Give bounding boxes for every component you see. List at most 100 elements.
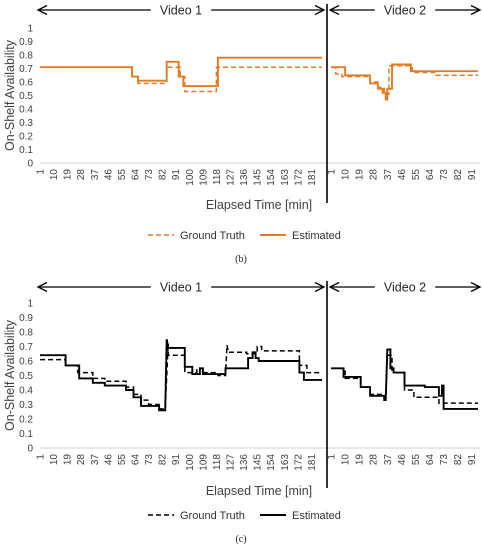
x-tick-label: 1 — [327, 169, 338, 175]
legend-label: Estimated — [292, 230, 341, 242]
x-tick-label: 64 — [425, 169, 436, 181]
x-tick-label: 82 — [453, 454, 464, 466]
x-tick-label: 118 — [212, 169, 223, 185]
y-axis-label: On-Shelf Availability — [3, 319, 17, 431]
x-tick-label: 19 — [63, 454, 74, 466]
x-tick-label: 82 — [453, 169, 464, 181]
video-label: Video 2 — [384, 4, 426, 18]
x-tick-label: 91 — [171, 454, 182, 466]
y-tick-label: 0.4 — [19, 105, 33, 116]
ground-truth-line — [40, 66, 322, 93]
y-tick-label: 0.9 — [19, 313, 33, 324]
x-tick-label: 136 — [239, 169, 250, 186]
x-tick-label: 109 — [198, 169, 209, 186]
x-tick-label: 64 — [425, 454, 436, 466]
x-tick-label: 37 — [383, 169, 394, 181]
x-tick-label: 91 — [467, 169, 478, 181]
x-tick-label: 10 — [341, 169, 352, 181]
y-tick-label: 0.6 — [19, 357, 33, 368]
x-tick-label: 73 — [144, 454, 155, 466]
x-tick-label: 37 — [90, 454, 101, 466]
legend-label: Ground Truth — [180, 510, 245, 522]
x-tick-label: 64 — [131, 454, 142, 466]
ground-truth-line — [40, 343, 322, 410]
y-tick-label: 0.6 — [19, 78, 33, 89]
x-tick-label: 19 — [355, 169, 366, 181]
x-tick-label: 163 — [280, 454, 291, 471]
legend-label: Ground Truth — [180, 230, 245, 242]
y-tick-label: 0.1 — [19, 429, 33, 440]
x-tick-label: 82 — [158, 454, 169, 466]
y-tick-label: 0.7 — [19, 64, 33, 75]
y-tick-label: 0.2 — [19, 132, 33, 143]
y-tick-label: 0.8 — [19, 51, 33, 62]
x-tick-label: 64 — [131, 169, 142, 181]
x-tick-label: 127 — [226, 169, 237, 186]
x-tick-label: 28 — [76, 454, 87, 466]
y-tick-label: 0 — [27, 444, 33, 455]
arrow-right-head — [314, 4, 326, 16]
legend-label: Estimated — [292, 510, 341, 522]
x-tick-label: 19 — [355, 454, 366, 466]
x-tick-label: 172 — [293, 454, 304, 471]
x-tick-label: 91 — [171, 169, 182, 181]
x-tick-label: 10 — [341, 454, 352, 466]
estimated-line — [40, 56, 322, 88]
x-tick-label: 19 — [63, 169, 74, 181]
arrow-left-head — [328, 281, 340, 293]
estimated-line — [331, 63, 478, 101]
y-tick-label: 0 — [27, 159, 33, 170]
panel-caption: (b) — [235, 254, 247, 265]
x-tick-label: 181 — [307, 169, 318, 186]
y-tick-label: 0.3 — [19, 400, 33, 411]
y-tick-label: 1 — [27, 24, 33, 35]
x-tick-label: 109 — [198, 454, 209, 471]
x-tick-label: 145 — [253, 454, 264, 471]
x-tick-label: 127 — [226, 454, 237, 471]
x-tick-label: 136 — [239, 454, 250, 471]
y-tick-label: 1 — [27, 299, 33, 310]
video-label: Video 1 — [160, 4, 202, 18]
x-tick-label: 55 — [411, 169, 422, 181]
y-tick-label: 0.3 — [19, 118, 33, 129]
x-tick-label: 154 — [266, 454, 277, 471]
x-tick-label: 1 — [327, 454, 338, 460]
arrow-left-head — [36, 281, 48, 293]
y-tick-label: 0.5 — [19, 371, 33, 382]
x-tick-label: 55 — [411, 454, 422, 466]
x-tick-label: 91 — [467, 454, 478, 466]
y-tick-label: 0.8 — [19, 328, 33, 339]
estimated-line — [40, 339, 322, 412]
x-tick-label: 46 — [397, 169, 408, 181]
arrow-right-head — [470, 281, 482, 293]
x-tick-label: 100 — [185, 454, 196, 471]
x-tick-label: 46 — [397, 454, 408, 466]
y-tick-label: 0.5 — [19, 91, 33, 102]
video-label-bg — [374, 279, 436, 295]
y-tick-label: 0.4 — [19, 386, 33, 397]
x-tick-label: 55 — [117, 169, 128, 181]
x-tick-label: 28 — [76, 169, 87, 181]
x-tick-label: 100 — [185, 169, 196, 186]
x-axis-label: Elapsed Time [min] — [206, 198, 312, 212]
y-axis-label: On-Shelf Availability — [3, 39, 17, 151]
x-tick-label: 181 — [307, 454, 318, 471]
x-tick-label: 10 — [49, 454, 60, 466]
arrow-left-head — [328, 4, 340, 16]
x-tick-label: 28 — [369, 454, 380, 466]
arrow-left-head — [36, 4, 48, 16]
y-tick-label: 0.7 — [19, 342, 33, 353]
y-tick-label: 0.2 — [19, 415, 33, 426]
x-tick-label: 46 — [103, 454, 114, 466]
video-label-bg — [150, 2, 212, 18]
x-tick-label: 1 — [36, 454, 47, 460]
y-tick-label: 0.9 — [19, 37, 33, 48]
y-tick-label: 0.1 — [19, 145, 33, 156]
x-axis-label: Elapsed Time [min] — [206, 484, 312, 498]
x-tick-label: 73 — [144, 169, 155, 181]
panel-caption: (c) — [235, 534, 246, 545]
x-tick-label: 118 — [212, 454, 223, 470]
x-tick-label: 145 — [253, 169, 264, 186]
video-label: Video 2 — [384, 281, 426, 295]
